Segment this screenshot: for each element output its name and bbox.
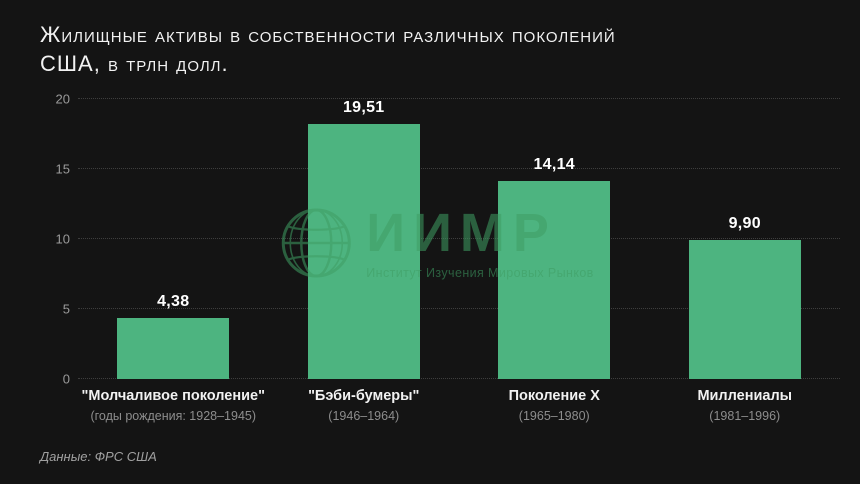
plot-area: 0 5 10 15 20 4,38 19,51 14,14 9,90 — [56, 92, 840, 387]
bar-value-label: 19,51 — [342, 99, 385, 116]
y-tick-label: 10 — [55, 231, 70, 247]
bar — [688, 240, 801, 379]
category-label: "Бэби-бумеры" (1946–1964) — [269, 388, 460, 423]
y-tick-label: 0 — [62, 371, 70, 387]
bar — [498, 181, 611, 379]
category-label: "Молчаливое поколение" (годы рождения: 19… — [78, 388, 269, 423]
category-name: Миллениалы — [697, 388, 793, 404]
bar-column: 4,38 — [78, 99, 269, 379]
bar-column: 9,90 — [650, 99, 841, 379]
source-note: Данные: ФРС США — [40, 449, 157, 464]
gridline — [78, 98, 840, 99]
category-labels: "Молчаливое поколение" (годы рождения: 19… — [78, 388, 840, 423]
y-tick-label: 20 — [55, 91, 70, 107]
category-years: (1946–1964) — [328, 409, 400, 423]
y-tick-label: 5 — [62, 301, 70, 317]
chart-title: Жилищные активы в собственности различны… — [40, 22, 616, 77]
gridline — [78, 378, 840, 379]
bars-container: 4,38 19,51 14,14 9,90 — [78, 99, 840, 379]
category-years: (1965–1980) — [518, 409, 590, 423]
bar-value-label: 9,90 — [728, 215, 761, 233]
gridline — [78, 238, 840, 239]
category-name: "Молчаливое поколение" — [81, 388, 265, 404]
y-tick-label: 15 — [55, 161, 70, 177]
category-label: Поколение X (1965–1980) — [459, 388, 650, 423]
bar-column: 19,51 — [269, 99, 460, 379]
category-name: "Бэби-бумеры" — [308, 388, 420, 404]
bar — [307, 124, 420, 379]
bar-value-label: 4,38 — [157, 292, 190, 310]
category-label: Миллениалы (1981–1996) — [650, 388, 841, 423]
bar — [117, 317, 230, 379]
category-name: Поколение X — [508, 388, 600, 404]
category-years: (1981–1996) — [709, 409, 781, 423]
gridline — [78, 168, 840, 169]
bar-column: 14,14 — [459, 99, 650, 379]
bar-value-label: 14,14 — [533, 156, 576, 174]
gridline — [78, 308, 840, 309]
category-years: (годы рождения: 1928–1945) — [90, 409, 257, 423]
